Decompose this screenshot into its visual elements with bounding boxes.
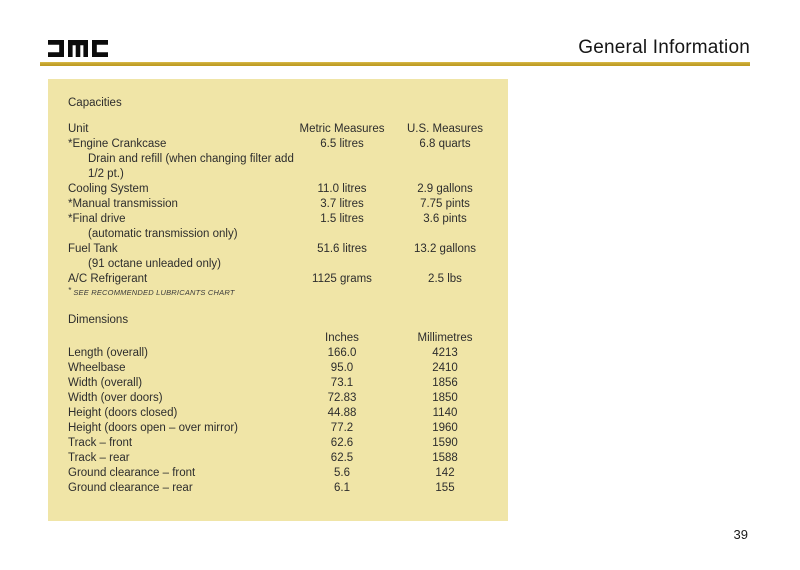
row-metric-value: 11.0 litres <box>317 183 367 195</box>
row-inches-value: 77.2 <box>330 422 354 434</box>
column-header-inches: Inches <box>325 332 359 344</box>
row-label: Drain and refill (when changing filter a… <box>88 153 294 165</box>
table-row: Wheelbase 95.0 2410 <box>48 361 508 376</box>
row-us-value: 3.6 pints <box>423 213 467 225</box>
table-row: Width (over doors) 72.83 1850 <box>48 391 508 406</box>
row-us-value: 13.2 gallons <box>413 243 477 255</box>
row-us-value: 7.75 pints <box>420 198 470 210</box>
column-header-millimetres: Millimetres <box>417 332 473 344</box>
lubricants-footnote: * SEE RECOMMENDED LUBRICANTS CHART <box>48 286 508 299</box>
row-label: Track – rear <box>68 452 130 464</box>
capacities-header-row: Unit Metric Measures U.S. Measures <box>48 122 508 137</box>
table-row: Height (doors open – over mirror) 77.2 1… <box>48 421 508 436</box>
table-row: *Manual transmission 3.7 litres 7.75 pin… <box>48 197 508 212</box>
row-metric-value: 6.5 litres <box>320 138 364 150</box>
row-mm-value: 2410 <box>432 362 458 374</box>
row-metric-value: 3.7 litres <box>320 198 364 210</box>
table-row: *Engine Crankcase 6.5 litres 6.8 quarts <box>48 137 508 152</box>
row-inches-value: 166.0 <box>327 347 357 359</box>
row-mm-value: 1856 <box>432 377 458 389</box>
table-row: 1/2 pt.) <box>48 167 508 182</box>
table-row: Cooling System 11.0 litres 2.9 gallons <box>48 182 508 197</box>
table-row: Height (doors closed) 44.88 1140 <box>48 406 508 421</box>
accent-divider <box>40 62 750 66</box>
table-row: A/C Refrigerant 1125 grams 2.5 lbs <box>48 272 508 287</box>
row-inches-value: 44.88 <box>327 407 357 419</box>
row-label: Width (over doors) <box>68 392 163 404</box>
row-metric-value: 1125 grams <box>312 273 372 285</box>
table-row: (91 octane unleaded only) <box>48 257 508 272</box>
row-label: Width (overall) <box>68 377 143 389</box>
page-number: 39 <box>733 527 748 542</box>
row-label: Length (overall) <box>68 347 148 359</box>
row-mm-value: 155 <box>435 482 455 494</box>
row-mm-value: 1960 <box>432 422 458 434</box>
row-inches-value: 5.6 <box>334 467 350 479</box>
dimensions-header-row: Inches Millimetres <box>48 331 508 346</box>
row-inches-value: 73.1 <box>330 377 354 389</box>
table-row: Drain and refill (when changing filter a… <box>48 152 508 167</box>
content-panel: Capacities Unit Metric Measures U.S. Mea… <box>48 79 508 521</box>
footnote-marker: * <box>68 286 72 295</box>
row-label: Fuel Tank <box>68 243 118 255</box>
row-inches-value: 95.0 <box>330 362 354 374</box>
row-label: 1/2 pt.) <box>88 168 124 180</box>
table-row: Ground clearance – front 5.6 142 <box>48 466 508 481</box>
row-label: Height (doors closed) <box>68 407 178 419</box>
row-label: Height (doors open – over mirror) <box>68 422 239 434</box>
table-row: Length (overall) 166.0 4213 <box>48 346 508 361</box>
row-label: *Engine Crankcase <box>68 138 167 150</box>
row-mm-value: 4213 <box>432 347 458 359</box>
row-label: *Manual transmission <box>68 198 178 210</box>
row-label: A/C Refrigerant <box>68 273 148 285</box>
row-metric-value: 51.6 litres <box>317 243 367 255</box>
column-header-metric: Metric Measures <box>299 123 385 135</box>
row-label: Track – front <box>68 437 133 449</box>
row-inches-value: 62.5 <box>330 452 354 464</box>
row-inches-value: 6.1 <box>334 482 350 494</box>
page-title: General Information <box>578 37 750 58</box>
row-inches-value: 72.83 <box>327 392 357 404</box>
row-label: Ground clearance – rear <box>68 482 193 494</box>
row-label: Wheelbase <box>68 362 126 374</box>
row-mm-value: 1588 <box>432 452 458 464</box>
row-label: Ground clearance – front <box>68 467 196 479</box>
table-row: Fuel Tank 51.6 litres 13.2 gallons <box>48 242 508 257</box>
row-inches-value: 62.6 <box>330 437 354 449</box>
row-label: (automatic transmission only) <box>88 228 238 240</box>
column-header-us: U.S. Measures <box>406 123 484 135</box>
footnote-text: SEE RECOMMENDED LUBRICANTS CHART <box>73 288 235 297</box>
table-row: Track – rear 62.5 1588 <box>48 451 508 466</box>
dmc-logo-icon <box>48 40 108 57</box>
row-mm-value: 1590 <box>432 437 458 449</box>
table-row: Track – front 62.6 1590 <box>48 436 508 451</box>
row-label: Cooling System <box>68 183 149 195</box>
table-row: *Final drive 1.5 litres 3.6 pints <box>48 212 508 227</box>
row-mm-value: 1850 <box>432 392 458 404</box>
row-us-value: 6.8 quarts <box>419 138 471 150</box>
dimensions-heading: Dimensions <box>68 314 129 326</box>
row-us-value: 2.5 lbs <box>428 273 462 285</box>
row-mm-value: 1140 <box>432 407 458 419</box>
table-row: (automatic transmission only) <box>48 227 508 242</box>
column-header-unit: Unit <box>68 123 89 135</box>
table-row: Width (overall) 73.1 1856 <box>48 376 508 391</box>
row-us-value: 2.9 gallons <box>417 183 473 195</box>
row-label: (91 octane unleaded only) <box>88 258 221 270</box>
row-label: *Final drive <box>68 213 126 225</box>
row-mm-value: 142 <box>435 467 455 479</box>
row-metric-value: 1.5 litres <box>320 213 364 225</box>
capacities-heading: Capacities <box>68 97 122 109</box>
table-row: Ground clearance – rear 6.1 155 <box>48 481 508 496</box>
